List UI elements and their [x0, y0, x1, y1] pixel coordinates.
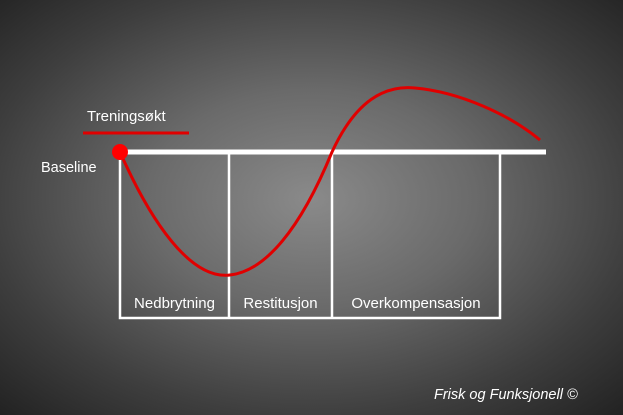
session-marker	[112, 144, 128, 160]
supercompensation-curve	[118, 86, 541, 277]
phase-label-supercompensation: Overkompensasjon	[351, 295, 481, 312]
phase-box-frame	[118, 152, 502, 320]
phase-label-breakdown: Nedbrytning	[134, 295, 215, 312]
baseline-label: Baseline	[41, 160, 97, 176]
phase-label-recovery: Restitusjon	[243, 295, 318, 312]
copyright-credit: Frisk og Funksjonell ©	[434, 387, 578, 403]
session-label: Treningsøkt	[87, 108, 166, 125]
phase-boxes	[118, 152, 502, 320]
